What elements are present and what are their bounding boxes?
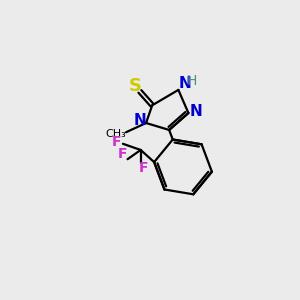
Text: F: F — [139, 161, 148, 175]
Text: N: N — [134, 113, 146, 128]
Text: H: H — [187, 74, 197, 88]
Text: S: S — [129, 77, 142, 95]
Text: F: F — [112, 135, 122, 149]
Text: N: N — [190, 104, 202, 119]
Text: CH₃: CH₃ — [105, 129, 126, 139]
Text: N: N — [178, 76, 191, 91]
Text: F: F — [118, 147, 128, 161]
